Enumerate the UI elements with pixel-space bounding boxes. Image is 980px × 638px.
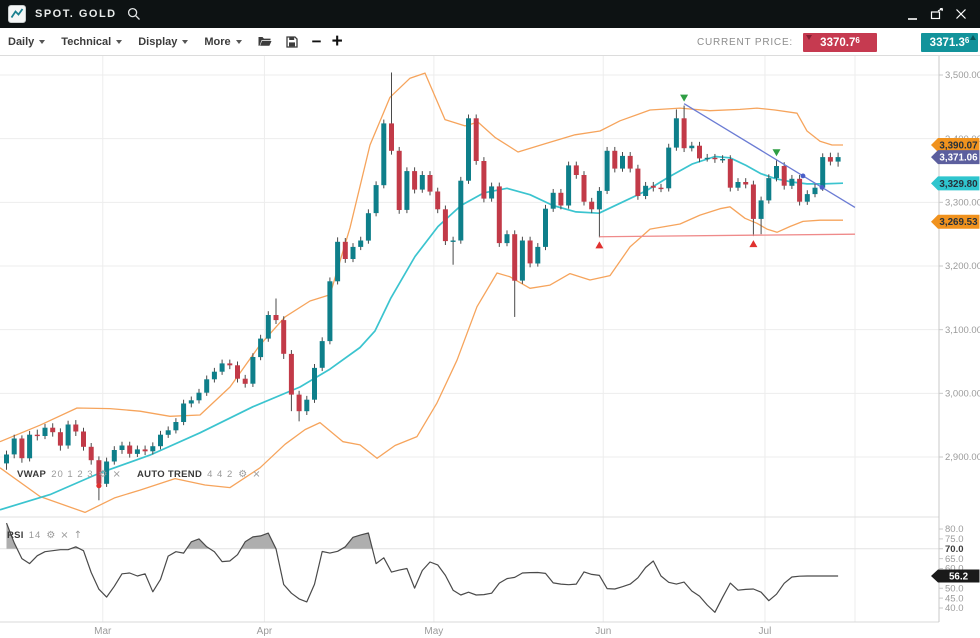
- menu-display-label: Display: [138, 35, 178, 48]
- auto-trend-remove-icon[interactable]: ×: [252, 468, 261, 480]
- chevron-down-icon: [116, 40, 123, 44]
- price-chart-svg[interactable]: 3,500.003,400.003,300.003,200.003,100.00…: [0, 56, 980, 638]
- svg-text:56.2: 56.2: [949, 571, 969, 582]
- svg-text:45.0: 45.0: [945, 593, 964, 604]
- window-controls: [905, 7, 968, 22]
- candlestick-layer: [4, 72, 841, 501]
- vwap-line-layer: [0, 155, 844, 511]
- current-price-label: CURRENT PRICE:: [696, 37, 793, 48]
- svg-text:3,200.00: 3,200.00: [945, 261, 980, 272]
- zoom-out-icon[interactable]: −: [311, 32, 322, 51]
- svg-text:3,000.00: 3,000.00: [945, 389, 980, 400]
- toolbar: Daily Technical Display More: [0, 28, 980, 56]
- up-tick-icon: [970, 35, 976, 40]
- menu-display[interactable]: Display: [138, 35, 189, 48]
- popout-icon[interactable]: [929, 7, 944, 22]
- menu-more[interactable]: More: [204, 35, 242, 48]
- svg-text:Jul: Jul: [759, 626, 772, 637]
- ask-price-badge: 3371.3 6: [921, 33, 978, 52]
- svg-text:3,329.80: 3,329.80: [939, 179, 978, 190]
- minimize-icon[interactable]: [905, 7, 920, 22]
- svg-text:50.0: 50.0: [945, 583, 964, 594]
- rsi-name: RSI: [7, 530, 24, 541]
- svg-text:3,100.00: 3,100.00: [945, 325, 980, 336]
- vwap-remove-icon[interactable]: ×: [112, 468, 121, 480]
- svg-text:60.0: 60.0: [945, 564, 964, 575]
- svg-text:65.0: 65.0: [945, 554, 964, 565]
- grid-layer: [0, 56, 939, 623]
- indicator-legend-rsi: RSI 14 ⚙ × ↑: [7, 530, 82, 541]
- svg-text:Jun: Jun: [595, 626, 611, 637]
- titlebar: SPOT. GOLD: [0, 0, 980, 28]
- axis-layer: 3,500.003,400.003,300.003,200.003,100.00…: [94, 56, 980, 637]
- bid-price-badge: 3370.7 6: [803, 33, 877, 52]
- vwap-settings-icon[interactable]: ⚙: [98, 468, 108, 480]
- svg-text:75.0: 75.0: [945, 534, 964, 545]
- vwap-params: 20 1 2 3: [51, 469, 94, 480]
- axis-badge-layer: 3,390.073,371.06 3,329.80 3,269.53 56.2: [931, 137, 980, 583]
- menu-technical-label: Technical: [61, 35, 112, 48]
- rsi-move-up-icon[interactable]: ↑: [73, 529, 83, 541]
- svg-text:3,300.00: 3,300.00: [945, 198, 980, 209]
- rsi-settings-icon[interactable]: ⚙: [46, 529, 56, 541]
- menu-daily-label: Daily: [8, 35, 35, 48]
- chevron-down-icon: [39, 40, 46, 44]
- svg-text:Apr: Apr: [257, 626, 273, 637]
- menu-more-label: More: [204, 35, 231, 48]
- menu-daily[interactable]: Daily: [8, 35, 46, 48]
- open-folder-icon[interactable]: [258, 36, 272, 47]
- svg-text:3,390.07: 3,390.07: [939, 140, 978, 151]
- trendline-marker-layer: [96, 94, 856, 489]
- zoom-in-icon[interactable]: +: [331, 31, 343, 52]
- chevron-down-icon: [182, 40, 189, 44]
- auto-trend-band-layer: [0, 72, 843, 514]
- rsi-params: 14: [28, 530, 42, 541]
- rsi-remove-icon[interactable]: ×: [60, 529, 69, 541]
- svg-text:3,269.53: 3,269.53: [939, 217, 978, 228]
- svg-text:3,371.06: 3,371.06: [939, 152, 978, 163]
- auto-trend-settings-icon[interactable]: ⚙: [238, 468, 248, 480]
- indicator-legend-vwap: VWAP 20 1 2 3 ⚙ ×: [17, 469, 121, 480]
- svg-text:May: May: [424, 626, 443, 637]
- svg-text:Mar: Mar: [94, 626, 112, 637]
- rsi-pane-layer: [5, 522, 839, 613]
- svg-text:40.0: 40.0: [945, 603, 964, 614]
- svg-text:3,500.00: 3,500.00: [945, 70, 980, 81]
- save-icon[interactable]: [286, 35, 298, 48]
- close-icon[interactable]: [953, 7, 968, 22]
- symbol-title: SPOT. GOLD: [35, 8, 117, 20]
- indicator-legend-auto-trend: AUTO TREND 4 4 2 ⚙ ×: [137, 469, 261, 480]
- menu-technical[interactable]: Technical: [61, 35, 123, 48]
- svg-text:2,900.00: 2,900.00: [945, 452, 980, 463]
- svg-text:80.0: 80.0: [945, 524, 964, 535]
- chart-canvas[interactable]: 3,500.003,400.003,300.003,200.003,100.00…: [0, 56, 980, 638]
- auto-trend-params: 4 4 2: [207, 469, 234, 480]
- search-icon[interactable]: [127, 7, 141, 21]
- down-tick-icon: [806, 35, 812, 40]
- chart-logo-icon: [8, 5, 26, 23]
- svg-text:70.0: 70.0: [945, 544, 964, 555]
- vwap-name: VWAP: [17, 469, 47, 480]
- auto-trend-name: AUTO TREND: [137, 469, 203, 480]
- chevron-down-icon: [235, 40, 242, 44]
